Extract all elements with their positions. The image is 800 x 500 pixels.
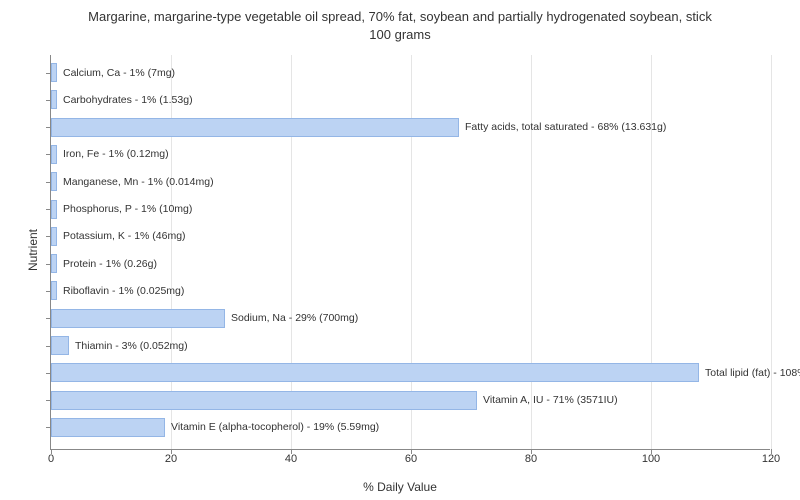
bar-label: Sodium, Na - 29% (700mg) (231, 312, 358, 324)
grid-line (651, 55, 652, 449)
bar (51, 309, 225, 328)
bar (51, 200, 57, 219)
bar-label: Calcium, Ca - 1% (7mg) (63, 67, 175, 79)
bar-label: Carbohydrates - 1% (1.53g) (63, 94, 193, 106)
bar-label: Thiamin - 3% (0.052mg) (75, 340, 188, 352)
bar (51, 145, 57, 164)
x-tick-label: 60 (405, 453, 417, 465)
x-tick-label: 100 (642, 453, 660, 465)
bar-label: Manganese, Mn - 1% (0.014mg) (63, 176, 214, 188)
bar (51, 172, 57, 191)
x-tick-label: 120 (762, 453, 780, 465)
title-line-1: Margarine, margarine-type vegetable oil … (88, 9, 712, 24)
y-axis-label: Nutrient (26, 229, 40, 271)
title-line-2: 100 grams (369, 27, 430, 42)
chart-title: Margarine, margarine-type vegetable oil … (0, 8, 800, 43)
bar-label: Vitamin A, IU - 71% (3571IU) (483, 394, 618, 406)
bar (51, 63, 57, 82)
bar-label: Potassium, K - 1% (46mg) (63, 230, 186, 242)
bar (51, 90, 57, 109)
bar (51, 281, 57, 300)
bar (51, 227, 57, 246)
bar (51, 254, 57, 273)
x-tick-label: 40 (285, 453, 297, 465)
x-tick-label: 80 (525, 453, 537, 465)
bar (51, 363, 699, 382)
grid-line (531, 55, 532, 449)
x-tick-label: 20 (165, 453, 177, 465)
grid-line (771, 55, 772, 449)
bar (51, 418, 165, 437)
bar (51, 118, 459, 137)
bar-label: Phosphorus, P - 1% (10mg) (63, 203, 192, 215)
bar (51, 391, 477, 410)
plot-area: 020406080100120Calcium, Ca - 1% (7mg)Car… (50, 55, 770, 450)
bar-label: Fatty acids, total saturated - 68% (13.6… (465, 121, 666, 133)
bar-label: Riboflavin - 1% (0.025mg) (63, 285, 184, 297)
bar (51, 336, 69, 355)
bar-label: Vitamin E (alpha-tocopherol) - 19% (5.59… (171, 421, 379, 433)
bar-label: Iron, Fe - 1% (0.12mg) (63, 148, 169, 160)
x-tick-label: 0 (48, 453, 54, 465)
x-axis-label: % Daily Value (0, 480, 800, 494)
nutrient-chart: Margarine, margarine-type vegetable oil … (0, 0, 800, 500)
bar-label: Protein - 1% (0.26g) (63, 258, 157, 270)
bar-label: Total lipid (fat) - 108% (70.22g) (705, 367, 800, 379)
